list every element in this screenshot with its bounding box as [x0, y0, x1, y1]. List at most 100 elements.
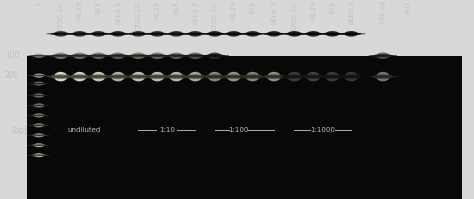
Ellipse shape — [103, 55, 133, 57]
Text: 603: 603 — [329, 1, 335, 14]
Ellipse shape — [259, 33, 289, 35]
Ellipse shape — [34, 143, 44, 147]
Ellipse shape — [73, 31, 86, 37]
Ellipse shape — [124, 55, 153, 57]
Ellipse shape — [318, 33, 347, 35]
Ellipse shape — [151, 31, 164, 37]
Text: 1:100: 1:100 — [228, 127, 248, 133]
Ellipse shape — [337, 75, 366, 78]
Ellipse shape — [65, 33, 94, 35]
Ellipse shape — [147, 74, 167, 79]
Ellipse shape — [54, 31, 67, 37]
Ellipse shape — [27, 125, 50, 126]
Text: CFSC-2G: CFSC-2G — [292, 1, 297, 30]
Ellipse shape — [34, 94, 44, 98]
Ellipse shape — [27, 95, 50, 96]
Ellipse shape — [224, 32, 244, 35]
Ellipse shape — [27, 75, 50, 76]
Ellipse shape — [162, 75, 191, 78]
Ellipse shape — [89, 32, 109, 35]
Ellipse shape — [238, 75, 267, 78]
Ellipse shape — [267, 31, 281, 37]
Ellipse shape — [185, 54, 205, 57]
Ellipse shape — [89, 54, 109, 57]
Ellipse shape — [337, 33, 366, 35]
Ellipse shape — [34, 133, 44, 137]
Ellipse shape — [34, 82, 44, 86]
Ellipse shape — [51, 54, 71, 57]
Text: 603: 603 — [250, 1, 255, 14]
Ellipse shape — [284, 74, 304, 79]
Ellipse shape — [307, 31, 320, 37]
Ellipse shape — [103, 75, 133, 78]
Ellipse shape — [166, 54, 186, 57]
Ellipse shape — [345, 31, 358, 37]
Ellipse shape — [128, 32, 148, 35]
Ellipse shape — [246, 31, 259, 37]
Ellipse shape — [326, 72, 339, 81]
Text: [bp]: [bp] — [12, 126, 27, 135]
Text: bEnd.3: bEnd.3 — [348, 1, 354, 24]
Ellipse shape — [103, 33, 133, 35]
Ellipse shape — [170, 31, 183, 37]
Ellipse shape — [34, 113, 44, 117]
Ellipse shape — [124, 75, 153, 78]
Ellipse shape — [170, 53, 183, 59]
Text: bEnd.3: bEnd.3 — [271, 1, 277, 24]
Ellipse shape — [27, 115, 50, 116]
Ellipse shape — [181, 33, 210, 35]
Ellipse shape — [31, 124, 46, 126]
Ellipse shape — [31, 83, 46, 85]
Ellipse shape — [200, 55, 229, 57]
Ellipse shape — [132, 31, 145, 37]
Ellipse shape — [31, 114, 46, 116]
Ellipse shape — [341, 74, 361, 79]
Ellipse shape — [143, 33, 172, 35]
Ellipse shape — [54, 72, 67, 81]
Text: 1:10: 1:10 — [159, 127, 175, 133]
Ellipse shape — [84, 55, 113, 57]
Ellipse shape — [208, 53, 221, 59]
Text: 603: 603 — [173, 1, 179, 14]
Ellipse shape — [200, 75, 229, 78]
Ellipse shape — [34, 54, 44, 58]
Ellipse shape — [345, 72, 358, 81]
Text: HT-29: HT-29 — [77, 1, 82, 20]
Ellipse shape — [288, 72, 301, 81]
Ellipse shape — [34, 123, 44, 127]
Ellipse shape — [208, 31, 221, 37]
Ellipse shape — [322, 74, 342, 79]
Ellipse shape — [108, 32, 128, 35]
Ellipse shape — [181, 55, 210, 57]
Bar — [27, 56, 462, 199]
Ellipse shape — [27, 135, 50, 136]
Ellipse shape — [54, 53, 67, 59]
Ellipse shape — [147, 54, 167, 57]
Ellipse shape — [27, 83, 50, 84]
Ellipse shape — [31, 104, 46, 106]
Ellipse shape — [31, 55, 46, 57]
Ellipse shape — [376, 53, 390, 59]
Ellipse shape — [205, 74, 225, 79]
Ellipse shape — [227, 31, 240, 37]
Ellipse shape — [288, 31, 301, 37]
Ellipse shape — [243, 32, 263, 35]
Ellipse shape — [200, 33, 229, 35]
Text: 603: 603 — [96, 1, 101, 14]
Ellipse shape — [27, 145, 50, 146]
Ellipse shape — [27, 105, 50, 106]
Text: 200 pg: 200 pg — [380, 1, 386, 24]
Ellipse shape — [31, 134, 46, 136]
Ellipse shape — [111, 53, 125, 59]
Ellipse shape — [34, 153, 44, 157]
Ellipse shape — [132, 72, 145, 81]
Ellipse shape — [84, 75, 113, 78]
Ellipse shape — [307, 72, 320, 81]
Ellipse shape — [189, 31, 202, 37]
Ellipse shape — [46, 55, 75, 57]
Ellipse shape — [303, 32, 323, 35]
Ellipse shape — [65, 75, 94, 78]
Ellipse shape — [259, 75, 289, 78]
Ellipse shape — [189, 53, 202, 59]
Text: HT-29: HT-29 — [310, 1, 316, 20]
